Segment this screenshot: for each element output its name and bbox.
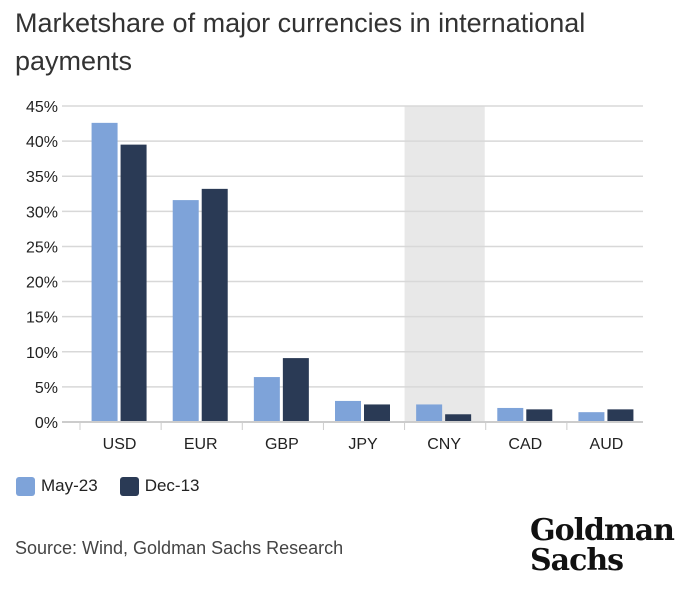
y-tick-label: 20%	[26, 275, 58, 292]
bar-usd-may-23	[91, 122, 118, 422]
bar-cad-may-23	[497, 407, 524, 422]
y-tick-label: 30%	[26, 204, 58, 221]
chart-title: Marketshare of major currencies in inter…	[15, 8, 586, 76]
x-tick-label: CAD	[508, 436, 542, 453]
y-tick-label: 15%	[26, 310, 58, 327]
x-tick-label: GBP	[265, 436, 299, 453]
y-tick-label: 5%	[35, 380, 58, 397]
bar-jpy-may-23	[335, 400, 361, 422]
x-tick-label: JPY	[348, 436, 378, 453]
y-tick-label: 35%	[26, 169, 58, 186]
legend-swatch	[16, 476, 35, 496]
bar-eur-may-23	[172, 200, 199, 422]
logo-line: Goldman	[530, 513, 675, 548]
legend-label: May-23	[41, 476, 98, 495]
bar-chart: 0% 5% 10% 15% 20% 25% 30% 35% 40% 45% USD EUR GBP JPY…	[26, 99, 643, 453]
x-tick-label: CNY	[427, 436, 461, 453]
bar-jpy-dec-13	[364, 404, 390, 422]
bar-gbp-may-23	[253, 377, 280, 422]
highlight-band	[404, 106, 485, 422]
legend: May-23 Dec-13	[16, 476, 200, 496]
source-note: Source: Wind, Goldman Sachs Research	[15, 538, 344, 558]
y-tick-label: 0%	[35, 415, 58, 432]
legend-swatch	[119, 476, 139, 496]
logo-line: Sachs	[530, 543, 624, 578]
bar-cny-may-23	[416, 404, 443, 422]
x-tick-label: EUR	[184, 436, 218, 453]
bar-cny-dec-13	[445, 414, 472, 422]
goldman-sachs-logo: Goldman Sachs	[530, 513, 675, 578]
bar-usd-dec-13	[120, 144, 147, 422]
y-tick-label: 10%	[26, 345, 58, 362]
bar-cad-dec-13	[526, 409, 553, 422]
y-tick-label: 40%	[26, 134, 58, 151]
x-tick-label: USD	[103, 436, 137, 453]
legend-label: Dec-13	[144, 476, 200, 495]
bar-aud-may-23	[578, 412, 605, 422]
bar-gbp-dec-13	[282, 358, 309, 422]
x-tick-label: AUD	[590, 436, 624, 453]
legend-item-may-23: May-23	[16, 476, 98, 496]
bar-eur-dec-13	[201, 188, 228, 422]
y-tick-label: 25%	[26, 239, 58, 256]
legend-item-dec-13: Dec-13	[119, 476, 200, 496]
y-tick-label: 45%	[26, 99, 58, 116]
bar-aud-dec-13	[607, 409, 634, 422]
